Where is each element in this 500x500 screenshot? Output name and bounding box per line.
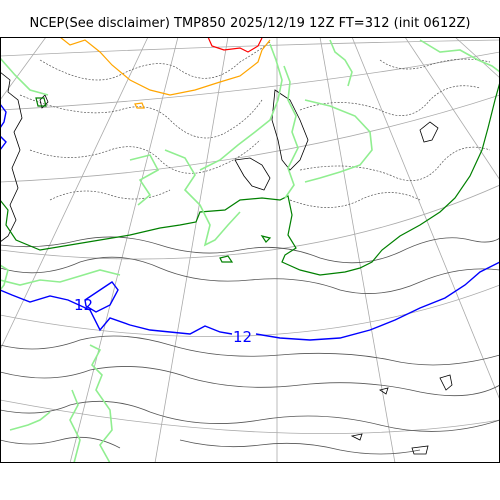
lightgreen-contour — [0, 264, 9, 291]
lightgreen-contour — [9, 411, 51, 431]
lightgreen-contour — [304, 99, 373, 183]
solid-contour — [0, 366, 500, 397]
longitude-line — [0, 37, 47, 101]
lightgreen-isotherms — [0, 39, 500, 463]
lightgreen-contour — [329, 39, 353, 87]
blue-isotherm — [0, 261, 500, 341]
dashed-contour — [299, 85, 481, 116]
orange-isotherm-blob — [134, 102, 145, 109]
longitude-line — [69, 37, 179, 463]
dashed-contour — [379, 58, 491, 70]
lightgreen-contour — [0, 57, 49, 96]
dashed-contour — [29, 139, 261, 174]
map-frame: 12 12 — [0, 37, 500, 463]
blue-isotherm-edge — [0, 103, 7, 151]
dashed-temperature-contours — [19, 41, 491, 208]
lightgreen-contour — [283, 65, 299, 199]
longitude-line — [404, 37, 500, 181]
blue-isotherm-west-loop — [84, 281, 119, 313]
lightgreen-contour — [69, 389, 81, 463]
lightgreen-contour — [199, 43, 283, 171]
map-title: NCEP(See disclaimer) TMP850 2025/12/19 1… — [29, 16, 471, 31]
coastline-south-island-2 — [411, 445, 429, 455]
darkgreen-island-2 — [260, 235, 272, 243]
lightgreen-contour — [419, 39, 500, 73]
coastline-japan — [271, 89, 309, 171]
coastline-south-east-island — [439, 374, 453, 391]
darkgreen-island — [219, 255, 234, 263]
coastline-south-island — [350, 433, 363, 441]
longitude-line — [0, 37, 149, 351]
solid-contour — [0, 400, 500, 432]
latitude-line — [0, 39, 500, 57]
dashed-contour — [19, 94, 263, 139]
darkgreen-isotherm — [0, 81, 500, 276]
graticule — [0, 37, 500, 463]
coastlines — [0, 71, 453, 455]
dashed-contour — [49, 189, 171, 201]
latitude-line — [0, 184, 500, 260]
lightgreen-contour — [0, 269, 121, 286]
dashed-contour — [39, 41, 271, 81]
coastline-small-island — [379, 387, 389, 395]
solid-contour — [0, 256, 500, 294]
coastline-east — [419, 121, 439, 143]
lightgreen-contour — [89, 344, 113, 463]
weather-map: 12 12 — [0, 37, 500, 463]
lightgreen-contour — [129, 154, 160, 206]
map-background — [0, 37, 500, 463]
longitude-line — [351, 37, 500, 401]
coastline-west — [0, 71, 23, 243]
solid-contour — [179, 439, 421, 455]
contour-label-blue-west: 12 — [74, 296, 93, 314]
dashed-contour — [299, 146, 491, 181]
coastline-korea — [234, 157, 271, 191]
latitude-line — [0, 94, 500, 183]
solid-contour — [0, 335, 500, 366]
longitude-line — [154, 37, 229, 463]
lightgreen-contour — [164, 149, 241, 247]
red-isotherm — [207, 37, 263, 53]
contour-label-blue-center: 12 — [233, 328, 252, 346]
latitude-line — [0, 399, 500, 435]
longitude-line — [454, 37, 500, 79]
solid-contour — [0, 236, 500, 264]
coastline-north-islands — [39, 94, 49, 109]
dashed-contour — [289, 192, 421, 208]
darkgreen-island-3 — [35, 97, 47, 107]
orange-isotherm — [59, 37, 271, 96]
